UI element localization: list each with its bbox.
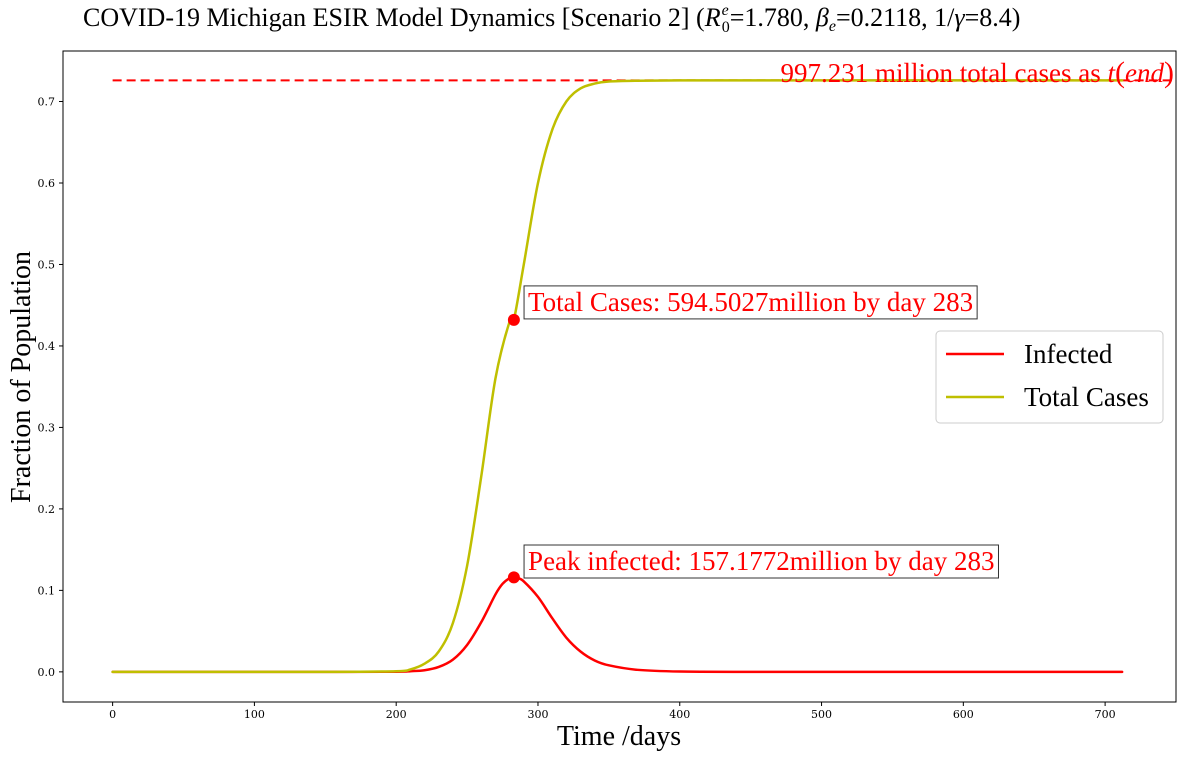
annotation-box bbox=[523, 544, 999, 579]
annotation: Total Cases: 594.5027million by day 283 bbox=[523, 285, 978, 320]
chart-title: COVID-19 Michigan ESIR Model Dynamics [S… bbox=[83, 2, 1020, 36]
y-axis-label: Fraction of Population bbox=[6, 251, 37, 503]
annotation-text: Peak infected: 157.1772million by day 28… bbox=[528, 546, 994, 576]
y-tick-label: 0.0 bbox=[38, 666, 56, 679]
title-r-symbol: R bbox=[704, 3, 721, 32]
x-axis-label: Time /days bbox=[557, 721, 681, 752]
end-annotation-rparen: ) bbox=[1164, 56, 1174, 89]
peak-marker bbox=[507, 571, 520, 584]
y-tick-label: 0.2 bbox=[38, 503, 56, 516]
annotation-text: Total Cases: 594.5027million by day 283 bbox=[528, 287, 973, 317]
x-tick-label: 300 bbox=[527, 708, 548, 721]
x-axis-ticks: 0 100 200 300 400 500 600 700 bbox=[109, 702, 1116, 721]
x-tick-label: 700 bbox=[1095, 708, 1116, 721]
y-tick-label: 0.3 bbox=[38, 421, 56, 434]
end-annotation-t: t bbox=[1108, 58, 1117, 88]
markers-group bbox=[507, 313, 520, 584]
x-tick-label: 100 bbox=[244, 708, 265, 721]
y-tick-label: 0.4 bbox=[38, 340, 56, 353]
annotation: Peak infected: 157.1772million by day 28… bbox=[523, 544, 999, 579]
end-annotation-main: 997.231 million total cases as bbox=[781, 58, 1108, 88]
plot-area-frame bbox=[62, 50, 1177, 703]
title-gamma-value: =8.4) bbox=[965, 3, 1021, 32]
x-tick-label: 200 bbox=[386, 708, 407, 721]
title-gamma-symbol: γ bbox=[954, 3, 965, 32]
x-tick-label: 0 bbox=[109, 708, 116, 721]
title-r-superscript: e bbox=[722, 2, 729, 19]
title-main: COVID-19 Michigan ESIR Model Dynamics [S… bbox=[83, 3, 705, 32]
x-tick-label: 500 bbox=[811, 708, 832, 721]
y-tick-label: 0.6 bbox=[38, 177, 56, 190]
title-r-value: =1.780, bbox=[730, 3, 816, 32]
title-beta-symbol: β bbox=[815, 3, 829, 32]
title-beta-subscript: e bbox=[829, 18, 836, 35]
legend: Infected Total Cases bbox=[935, 330, 1164, 424]
annotation-box bbox=[523, 285, 978, 320]
x-tick-label: 400 bbox=[669, 708, 690, 721]
x-tick-label: 600 bbox=[953, 708, 974, 721]
end-annotation-end: end bbox=[1125, 58, 1164, 88]
end-total-annotation: 997.231 million total cases as t(end) bbox=[781, 56, 1174, 89]
legend-label-infected: Infected bbox=[1024, 339, 1113, 369]
annotations-group: Total Cases: 594.5027million by day 283 P… bbox=[523, 285, 999, 579]
series-line-infected bbox=[111, 576, 1124, 674]
y-tick-label: 0.5 bbox=[38, 258, 56, 271]
legend-label-total-cases: Total Cases bbox=[1024, 382, 1149, 412]
y-tick-label: 0.7 bbox=[38, 96, 56, 109]
y-axis-ticks: 0.0 0.1 0.2 0.3 0.4 0.5 0.6 0.7 bbox=[38, 96, 63, 679]
end-annotation-lparen: ( bbox=[1115, 56, 1125, 89]
peak-marker bbox=[507, 313, 520, 326]
title-r-subscript: 0 bbox=[722, 19, 730, 36]
y-tick-label: 0.1 bbox=[38, 584, 56, 597]
series-line-total-cases bbox=[111, 79, 1124, 674]
title-beta-value: =0.2118, 1/ bbox=[836, 3, 955, 32]
